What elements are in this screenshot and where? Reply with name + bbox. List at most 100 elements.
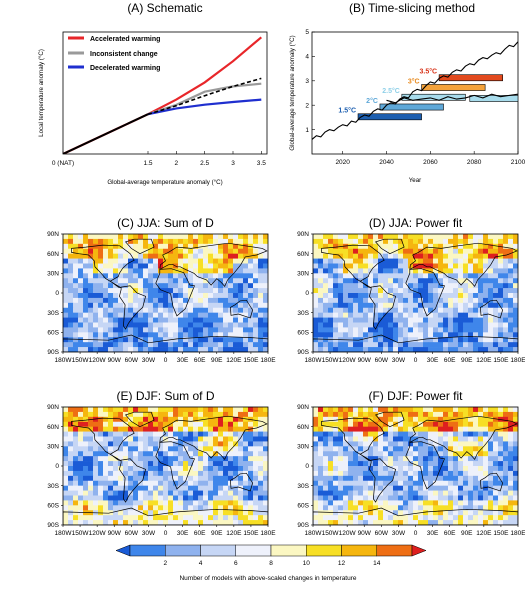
lon-tick-label: 60E xyxy=(444,357,456,364)
lon-tick-label: 30W xyxy=(392,530,406,537)
coastline xyxy=(480,299,503,319)
time-window-label: 3°C xyxy=(408,77,420,85)
panel-b-xtick-label: 2040 xyxy=(379,159,394,166)
panel-b-ytick-label: 4 xyxy=(305,54,309,61)
lon-tick-label: 60E xyxy=(194,357,206,364)
coastline xyxy=(71,244,135,289)
lon-tick-label: 60W xyxy=(125,357,139,364)
coastline xyxy=(321,244,385,289)
lon-tick-label: 120E xyxy=(476,357,492,364)
legend-accelerated-label: Accelerated warming xyxy=(90,36,160,43)
lat-tick-label: 60N xyxy=(297,424,309,431)
colorbar-tick-label: 2 xyxy=(163,560,167,567)
lon-tick-label: 150E xyxy=(243,357,259,364)
coastline xyxy=(374,238,405,255)
panel-b-xtick-label: 2020 xyxy=(335,159,350,166)
coastline xyxy=(405,268,445,317)
colorbar-tick-label: 4 xyxy=(199,560,203,567)
colorbar-segment xyxy=(270,544,307,557)
panel-b-ylabel: Global-average temperature anomaly (°C) xyxy=(289,35,296,150)
lon-tick-label: 0 xyxy=(414,357,418,364)
lon-tick-label: 180E xyxy=(510,357,525,364)
panel-c-title: (C) JJA: Sum of D xyxy=(117,216,214,230)
panel-a-xtick-label: 1.5 xyxy=(143,160,152,167)
coastline xyxy=(159,242,268,288)
lon-tick-label: 60W xyxy=(125,530,139,537)
panel-b-xlabel: Year xyxy=(409,177,422,184)
lon-tick-label: 180W xyxy=(55,357,73,364)
lat-tick-label: 90S xyxy=(297,349,309,356)
time-window-box xyxy=(469,95,518,102)
panel-b: (B) Time-slicing method 1.5°C 2°C 2.5°C 3°C… xyxy=(289,1,525,184)
coastline xyxy=(409,242,518,288)
time-window-label: 1.5°C xyxy=(338,107,356,115)
coastline xyxy=(119,458,147,503)
panel-a-ylabel: Local temperature anomaly (°C) xyxy=(38,49,45,137)
panel-a-frame xyxy=(62,31,268,155)
panel-a-xlabel: Global-average temperature anomaly (°C) xyxy=(107,179,222,186)
lat-tick-label: 30N xyxy=(47,271,59,278)
lon-tick-label: 90W xyxy=(358,357,372,364)
lon-tick-label: 180E xyxy=(510,530,525,537)
local-temperature-series xyxy=(386,93,518,104)
lat-tick-label: 60N xyxy=(47,424,59,431)
time-window-box xyxy=(357,113,422,121)
panel-d-title: (D) JJA: Power fit xyxy=(369,216,463,230)
colorbar-segment xyxy=(235,544,272,557)
lon-tick-label: 90E xyxy=(211,530,223,537)
coastline xyxy=(313,334,518,352)
lon-tick-label: 120E xyxy=(476,530,492,537)
lat-tick-label: 90N xyxy=(47,404,59,411)
lat-tick-label: 60N xyxy=(297,251,309,258)
lat-tick-label: 90S xyxy=(47,522,59,529)
lat-tick-label: 0 xyxy=(55,290,59,297)
colorbar-segment xyxy=(411,544,427,557)
panel-e-title: (E) DJF: Sum of D xyxy=(116,389,214,403)
panel-d: (D) JJA: Power fit90N60N30N030S60S90S180… xyxy=(297,216,525,364)
lon-tick-label: 60W xyxy=(375,530,389,537)
lat-tick-label: 0 xyxy=(305,463,309,470)
lon-tick-label: 150E xyxy=(243,530,259,537)
coastline xyxy=(63,334,268,352)
colorbar-segment xyxy=(129,544,166,557)
lon-tick-label: 60E xyxy=(444,530,456,537)
nat-to-1p5-line xyxy=(63,113,149,154)
lon-tick-label: 30W xyxy=(142,357,156,364)
coastline xyxy=(313,507,518,525)
panel-b-frame xyxy=(311,31,519,155)
panel-a-title: (A) Schematic xyxy=(127,1,202,15)
lon-tick-label: 0 xyxy=(164,357,168,364)
time-window-label: 2°C xyxy=(366,97,378,105)
panel-a-xtick-label: 3.5 xyxy=(257,160,266,167)
panel-d-heatmap xyxy=(313,234,518,352)
lat-tick-label: 60S xyxy=(47,330,59,337)
lat-tick-label: 60S xyxy=(297,330,309,337)
coastline xyxy=(409,415,518,461)
panel-c: (C) JJA: Sum of D 90N 60N 30N 0 30S 60S 90S180W… xyxy=(47,216,276,364)
lon-tick-label: 180W xyxy=(305,530,323,537)
lon-tick-label: 180W xyxy=(55,530,73,537)
lon-tick-label: 120W xyxy=(339,530,357,537)
lon-tick-label: 90W xyxy=(108,357,122,364)
lon-tick-label: 30E xyxy=(427,357,439,364)
colorbar-segment xyxy=(341,544,377,557)
coastline xyxy=(71,417,135,462)
panel-e: (E) DJF: Sum of D 90N 60N 30N 0 30S 60S 90S180W… xyxy=(47,389,276,537)
coastline xyxy=(155,268,195,317)
lon-tick-label: 120E xyxy=(226,357,242,364)
colorbar-segment xyxy=(200,544,236,557)
lon-tick-label: 0 xyxy=(414,530,418,537)
colorbar: Number of models with above-scaled chang… xyxy=(115,544,427,582)
panel-b-ytick-label: 3 xyxy=(305,78,309,85)
time-window-box xyxy=(379,103,444,111)
lat-tick-label: 30N xyxy=(47,444,59,451)
colorbar-segment xyxy=(306,544,342,557)
lon-tick-label: 120W xyxy=(89,357,107,364)
lon-tick-label: 90W xyxy=(108,530,122,537)
lat-tick-label: 30S xyxy=(47,310,59,317)
lon-tick-label: 150W xyxy=(72,357,90,364)
lon-tick-label: 30E xyxy=(177,530,189,537)
lon-tick-label: 180W xyxy=(305,357,323,364)
coastline xyxy=(230,299,253,319)
